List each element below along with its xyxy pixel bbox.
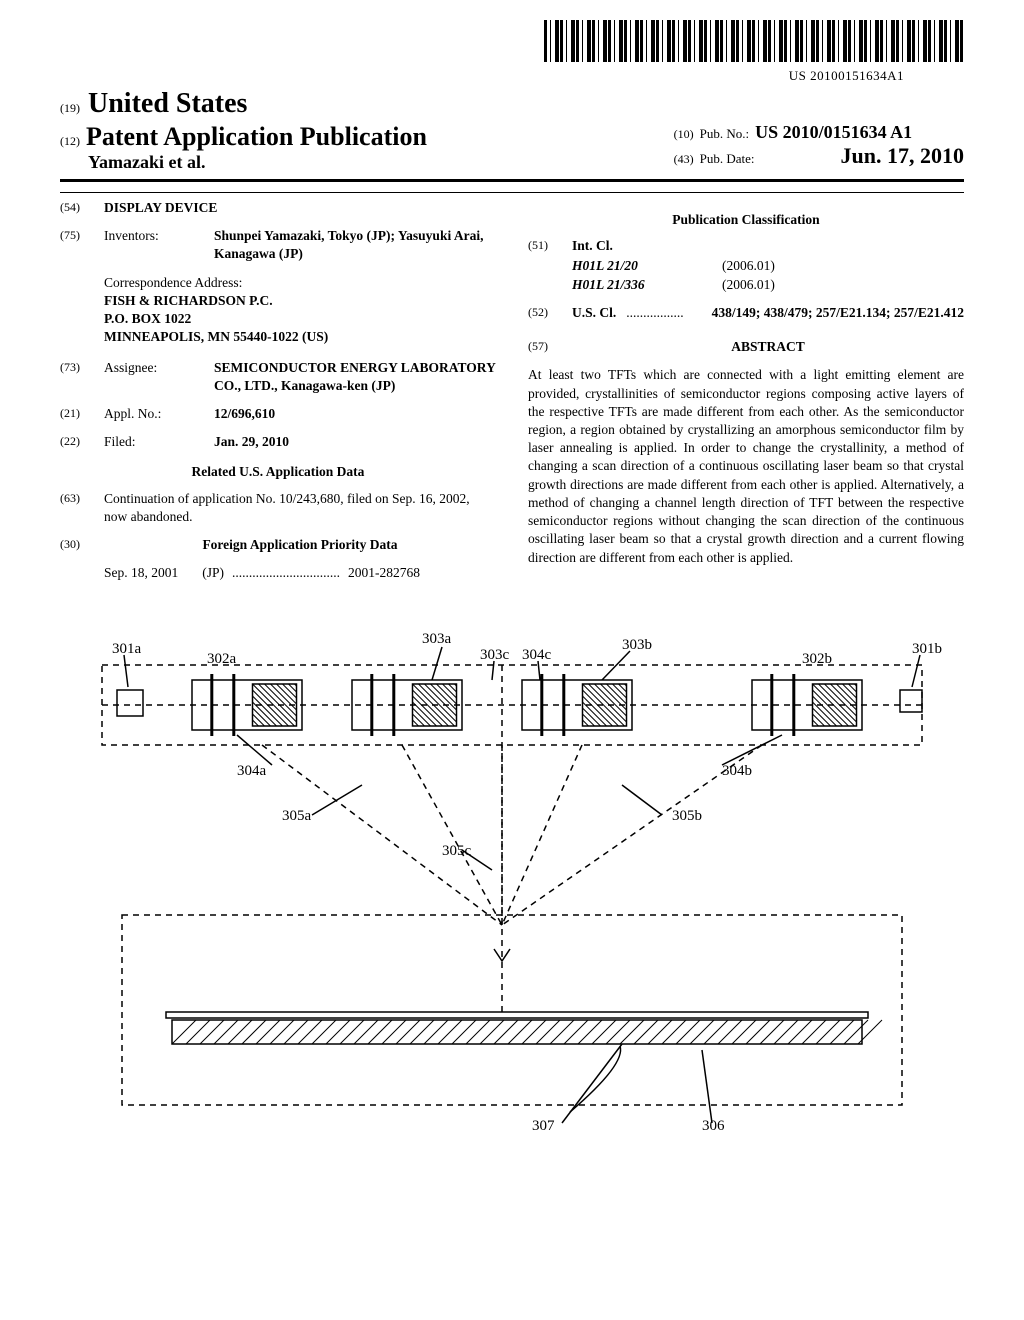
- uscl-label: U.S. Cl.: [572, 304, 616, 322]
- foreign-country: (JP): [202, 564, 224, 582]
- field-applno: (21) Appl. No.: 12/696,610: [60, 405, 496, 423]
- pubno-label: Pub. No.:: [700, 126, 749, 142]
- idx30: (30): [60, 536, 94, 554]
- assignee: SEMICONDUCTOR ENERGY LABORATORY CO., LTD…: [214, 359, 496, 395]
- patent-figure: 306 307 301a 301b 302a 302b 303a 303b 303c 304c 30…: [60, 625, 964, 1145]
- applno: 12/696,610: [214, 405, 496, 423]
- barcode-number: US 20100151634A1: [60, 68, 904, 84]
- header-right: (10) Pub. No.: US 2010/0151634 A1 (43) P…: [674, 122, 964, 173]
- svg-text:303c: 303c: [480, 647, 510, 663]
- right-column: Publication Classification (51) Int. Cl.…: [528, 199, 964, 595]
- field-inventors: (75) Inventors: Shunpei Yamazaki, Tokyo …: [60, 227, 496, 263]
- authors: Yamazaki et al.: [88, 152, 205, 173]
- field-filed: (22) Filed: Jan. 29, 2010: [60, 433, 496, 451]
- pubclass-heading: Publication Classification: [528, 211, 964, 229]
- index-43: (43): [674, 152, 694, 167]
- idx73: (73): [60, 359, 94, 395]
- doc-type: Patent Application Publication: [86, 122, 427, 152]
- idx63: (63): [60, 490, 94, 526]
- svg-text:302b: 302b: [802, 651, 832, 667]
- field-continuation: (63) Continuation of application No. 10/…: [60, 490, 496, 526]
- invention-title: DISPLAY DEVICE: [104, 199, 217, 217]
- svg-text:307: 307: [532, 1118, 555, 1134]
- svg-text:302a: 302a: [207, 651, 237, 667]
- svg-text:301b: 301b: [912, 641, 942, 657]
- svg-text:304c: 304c: [522, 647, 552, 663]
- idx54: (54): [60, 199, 94, 217]
- rule-thin: [60, 192, 964, 193]
- index-19: (19): [60, 101, 80, 116]
- barcode-icon: [544, 20, 964, 62]
- svg-text:305b: 305b: [672, 808, 702, 824]
- intcl-1-code: H01L 21/20: [572, 257, 692, 275]
- idx52: (52): [528, 304, 562, 322]
- svg-text:304b: 304b: [722, 763, 752, 779]
- foreign-row: Sep. 18, 2001 (JP) .....................…: [104, 564, 496, 582]
- uscl-dots: .................: [626, 304, 683, 322]
- intcl-2-ver: (2006.01): [722, 276, 775, 294]
- idx51: (51): [528, 237, 562, 255]
- idx57: (57): [528, 338, 562, 356]
- field-title: (54) DISPLAY DEVICE: [60, 199, 496, 217]
- pubdate: Jun. 17, 2010: [841, 143, 964, 169]
- filed: Jan. 29, 2010: [214, 433, 496, 451]
- intcl-label: Int. Cl.: [572, 237, 613, 255]
- field-foreign-heading: (30) Foreign Application Priority Data: [60, 536, 496, 554]
- patent-page: US 20100151634A1 (19) United States (12)…: [0, 0, 1024, 1320]
- svg-text:306: 306: [702, 1118, 725, 1134]
- header-left: (12) Patent Application Publication Yama…: [60, 122, 427, 173]
- barcode-block: US 20100151634A1: [60, 20, 964, 84]
- header-line-1: (19) United States: [60, 88, 964, 120]
- foreign-no: 2001-282768: [348, 564, 420, 582]
- svg-text:304a: 304a: [237, 763, 267, 779]
- foreign-dots: ................................: [232, 564, 340, 582]
- header-grid: (12) Patent Application Publication Yama…: [60, 122, 964, 173]
- correspondence-block: Correspondence Address: FISH & RICHARDSO…: [104, 274, 496, 347]
- corr-3: MINNEAPOLIS, MN 55440-1022 (US): [104, 328, 496, 346]
- country-title: United States: [88, 88, 247, 120]
- continuation: Continuation of application No. 10/243,6…: [104, 490, 496, 526]
- assignee-label: Assignee:: [104, 359, 204, 395]
- left-column: (54) DISPLAY DEVICE (75) Inventors: Shun…: [60, 199, 496, 595]
- foreign-date: Sep. 18, 2001: [104, 564, 178, 582]
- idx75: (75): [60, 227, 94, 263]
- applno-label: Appl. No.:: [104, 405, 204, 423]
- inventors: Shunpei Yamazaki, Tokyo (JP); Yasuyuki A…: [214, 227, 496, 263]
- corr-label: Correspondence Address:: [104, 274, 496, 292]
- svg-text:305a: 305a: [282, 808, 312, 824]
- svg-text:301a: 301a: [112, 641, 142, 657]
- field-abstract-head: (57) ABSTRACT: [528, 338, 964, 356]
- intcl-1: H01L 21/20 (2006.01): [572, 257, 964, 275]
- field-uscl: (52) U.S. Cl. ................. 438/149;…: [528, 304, 964, 322]
- idx21: (21): [60, 405, 94, 423]
- idx22: (22): [60, 433, 94, 451]
- abstract-text: At least two TFTs which are connected wi…: [528, 366, 964, 566]
- index-12: (12): [60, 134, 80, 149]
- uscl-val: 438/149; 438/479; 257/E21.134; 257/E21.4…: [694, 304, 964, 322]
- foreign-heading: Foreign Application Priority Data: [104, 536, 496, 554]
- corr-2: P.O. BOX 1022: [104, 310, 496, 328]
- pubdate-label: Pub. Date:: [700, 151, 755, 167]
- inventors-label: Inventors:: [104, 227, 204, 263]
- intcl-1-ver: (2006.01): [722, 257, 775, 275]
- related-heading: Related U.S. Application Data: [60, 463, 496, 481]
- abstract-label: ABSTRACT: [572, 338, 964, 356]
- pubno: US 2010/0151634 A1: [755, 122, 912, 143]
- svg-text:303a: 303a: [422, 631, 452, 647]
- biblio-columns: (54) DISPLAY DEVICE (75) Inventors: Shun…: [60, 199, 964, 595]
- filed-label: Filed:: [104, 433, 204, 451]
- svg-text:303b: 303b: [622, 637, 652, 653]
- rule-thick: [60, 179, 964, 182]
- intcl-2-code: H01L 21/336: [572, 276, 692, 294]
- field-assignee: (73) Assignee: SEMICONDUCTOR ENERGY LABO…: [60, 359, 496, 395]
- field-intcl: (51) Int. Cl.: [528, 237, 964, 255]
- intcl-2: H01L 21/336 (2006.01): [572, 276, 964, 294]
- index-10: (10): [674, 127, 694, 142]
- svg-text:305c: 305c: [442, 843, 472, 859]
- corr-1: FISH & RICHARDSON P.C.: [104, 292, 496, 310]
